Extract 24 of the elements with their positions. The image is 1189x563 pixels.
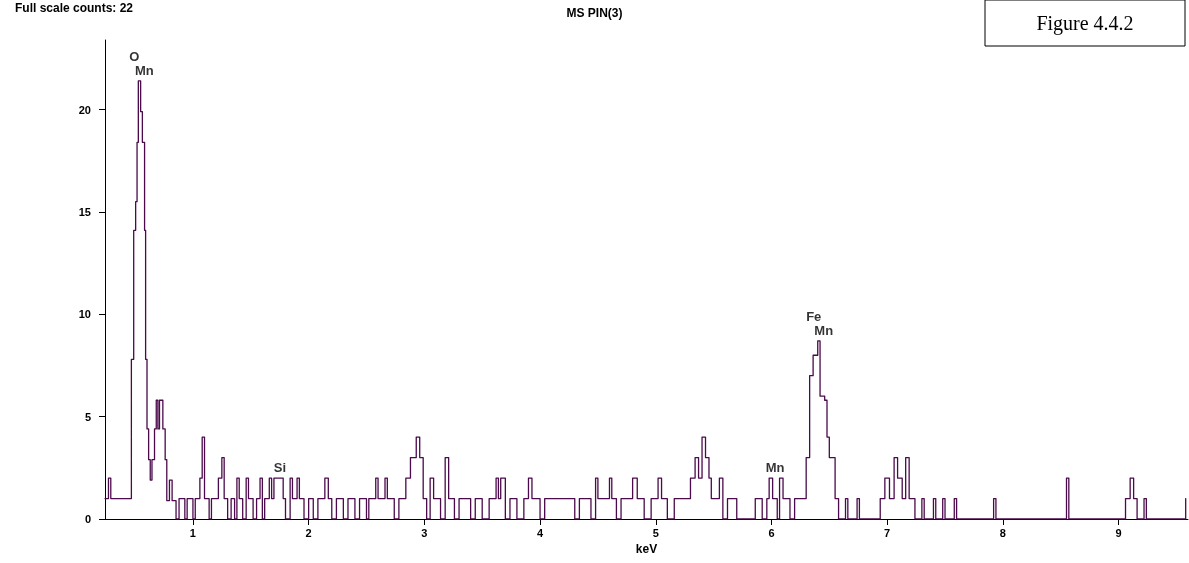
- y-tick-label: 5: [84, 410, 91, 423]
- x-tick-label: 2: [305, 526, 312, 539]
- annotation: Mn: [134, 62, 154, 78]
- y-tick-label: 15: [78, 205, 91, 218]
- caption: Figure 4.4.2: [1036, 12, 1134, 35]
- x-tick-label: 8: [999, 526, 1006, 539]
- x-tick-label: 5: [652, 526, 659, 539]
- chart-title: MS PIN(3): [566, 6, 623, 20]
- x-tick-label: 1: [189, 526, 196, 539]
- annotation: Si: [273, 460, 287, 476]
- annotation: Fe: [806, 308, 822, 324]
- y-tick-label: 0: [84, 513, 91, 525]
- x-tick-label: 4: [536, 526, 544, 539]
- x-axis-title: keV: [635, 542, 658, 556]
- x-tick-label: 7: [884, 526, 891, 539]
- x-tick-label: 3: [421, 526, 428, 539]
- annotation: Mn: [765, 460, 785, 476]
- y-tick-label: 20: [78, 103, 91, 116]
- text: Full scale counts: 22: [15, 1, 134, 15]
- x-tick-label: 9: [1115, 526, 1122, 539]
- annotation: O: [129, 48, 140, 64]
- y-tick-label: 10: [78, 308, 91, 321]
- annotation: Mn: [814, 322, 834, 338]
- x-tick-label: 6: [768, 526, 775, 539]
